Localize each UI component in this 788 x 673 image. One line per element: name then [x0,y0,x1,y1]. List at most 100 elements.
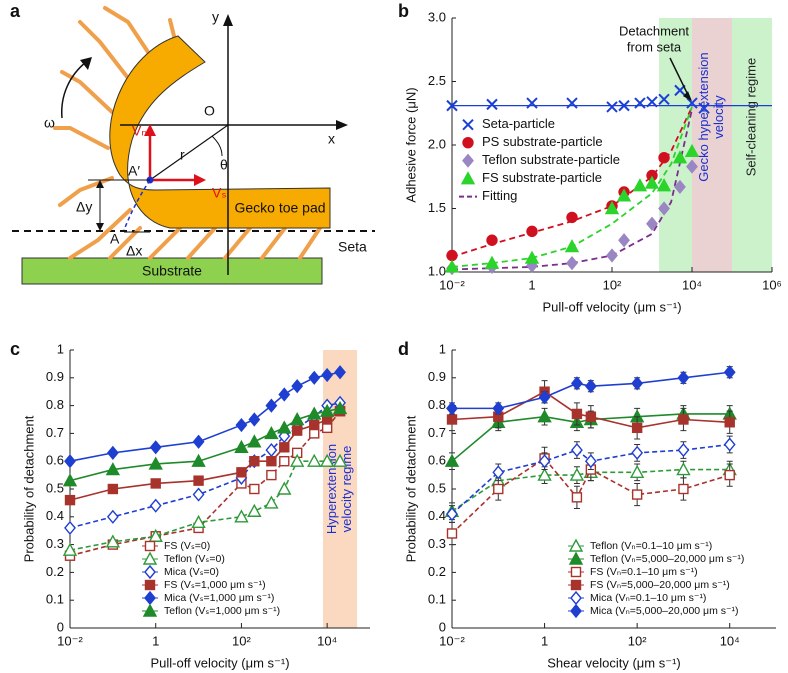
y-tick-label: 2.5 [428,73,446,88]
marker [62,473,78,487]
legend-label: Seta-particle [482,116,555,131]
fit-line [451,106,693,268]
marker [678,483,689,495]
y-tick-label: 1 [439,341,446,356]
marker [566,256,578,271]
marker [631,422,643,434]
marker [632,178,648,192]
marker [537,409,552,423]
y-tick-label: 0.2 [428,564,446,579]
marker [149,440,162,455]
marker [64,520,76,536]
marker [658,201,670,216]
marker [106,445,119,460]
label: Δy [76,199,92,215]
marker [234,509,249,523]
marker [264,495,279,509]
marker [236,467,247,478]
y-tick-label: 0.8 [428,397,446,412]
marker [646,216,658,231]
region [732,18,772,272]
marker [291,425,303,436]
marker [570,603,582,619]
marker [64,494,76,506]
marker [192,487,205,502]
legend-label: FS substrate-particle [482,170,602,185]
y-tick-label: 0.4 [46,508,64,523]
y-tick-label: 0.5 [428,480,446,495]
x-tick-label: 10⁴ [720,633,740,648]
marker [279,442,290,453]
region-label: Gecko hyperextension [696,52,711,181]
y-tick-label: 0.6 [46,453,64,468]
marker [142,551,158,565]
rotation-arrow [61,61,87,119]
label: r [180,147,185,163]
marker [686,97,698,109]
marker [235,417,248,433]
marker [460,171,476,185]
marker [148,528,163,542]
series-line [451,443,730,515]
marker [492,465,505,480]
radius [149,124,229,181]
legend-label: Teflon substrate-particle [482,152,620,167]
legend-label: Teflon (Vₛ=1,000 μm s⁻¹) [164,605,280,617]
x-tick-label: 10² [628,633,647,648]
marker [724,469,735,481]
marker [606,248,618,263]
marker [486,234,498,246]
region [692,18,732,272]
marker [618,99,630,112]
marker [64,454,76,469]
region-label: velocity [711,95,726,139]
x-tick-label: 10² [232,633,251,648]
panel-label: b [398,1,409,21]
marker [309,419,320,431]
marker [674,179,686,195]
y-tick-label: 0.9 [46,369,64,384]
marker [492,401,505,416]
label: θ [220,157,228,173]
marker [265,398,278,413]
marker [107,483,119,495]
y-tick-label: 1.5 [428,200,446,215]
marker [672,150,688,164]
marker [486,98,498,111]
marker [332,400,348,415]
marker [444,259,460,273]
marker [446,401,458,416]
marker [570,590,582,606]
marker [571,442,583,458]
marker [264,425,279,440]
label: O [204,103,215,119]
annotation-arrow [669,57,690,98]
marker [571,408,583,420]
marker [334,365,346,380]
annotation: Detachment [619,23,689,38]
y-tick-label: 0 [57,619,64,634]
legend-label: Teflon (Vₛ=0) [164,553,225,565]
marker [698,102,710,114]
marker [446,99,458,112]
toe-pad [109,35,331,229]
legend-label: FS (Vₙ=0.1–10 μm s⁻¹) [590,566,698,578]
marker [249,483,260,495]
marker [321,367,334,383]
marker [149,498,162,513]
legend-label: Mica (Vₛ=0) [164,566,219,578]
diagram: ω y x O Vₙ r θ A′ Vₛ Δy Gecko toe pad A … [12,6,375,285]
marker [277,420,292,434]
marker [105,462,121,476]
marker [571,376,583,391]
marker [634,97,646,109]
arrow [194,174,206,186]
marker [62,542,78,556]
marker [571,492,583,503]
series-line [451,413,730,462]
marker [724,417,735,428]
marker [677,442,690,458]
region [659,18,692,272]
marker [279,456,290,467]
